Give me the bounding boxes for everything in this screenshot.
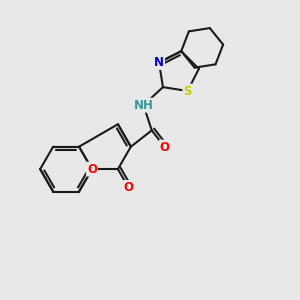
Text: S: S [183,85,192,98]
Text: N: N [154,56,164,69]
Text: O: O [160,141,170,154]
Text: O: O [87,163,97,176]
Text: O: O [124,181,134,194]
Text: NH: NH [134,99,154,112]
